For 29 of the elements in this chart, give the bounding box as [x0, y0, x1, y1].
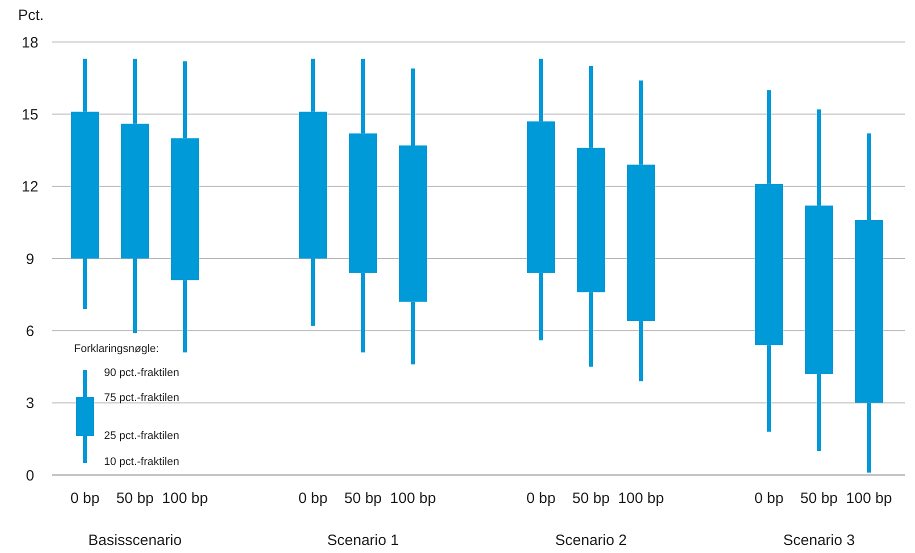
- text: Scenario 1: [327, 532, 399, 549]
- x-tick-label: 50 bp: [116, 490, 154, 507]
- text: Scenario 2: [555, 532, 627, 549]
- text: Scenario 3: [783, 532, 855, 549]
- x-tick-label: 100 bp: [162, 490, 208, 507]
- y-tick-label: 9: [26, 250, 34, 268]
- y-tick-label: 18: [22, 34, 38, 52]
- x-tick-label: 0 bp: [298, 490, 328, 507]
- x-tick-label: 100 bp: [390, 490, 436, 507]
- x-tick-label: 50 bp: [800, 490, 838, 507]
- x-tick-label: 50 bp: [572, 490, 610, 507]
- y-tick-label: 3: [26, 395, 34, 412]
- x-tick-label: 50 bp: [344, 490, 382, 507]
- annotation: Forklaringsnøgle:: [74, 343, 159, 355]
- y-tick-label: 12: [22, 178, 38, 196]
- y-axis-title: Pct.: [18, 7, 44, 24]
- annotation: 75 pct.-fraktilen: [104, 392, 180, 404]
- annotation: 90 pct.-fraktilen: [104, 366, 180, 379]
- text: Basisscenario: [88, 532, 182, 549]
- annotation: 25 pct.-fraktilen: [104, 430, 180, 442]
- y-tick-label: 6: [26, 322, 34, 340]
- annotation: 10 pct.-fraktilen: [104, 456, 180, 468]
- y-tick-label: 0: [26, 467, 34, 484]
- x-tick-label: 0 bp: [526, 490, 556, 507]
- x-tick-label: 0 bp: [754, 490, 784, 507]
- y-tick-label: 15: [22, 106, 38, 124]
- x-tick-label: 0 bp: [70, 490, 100, 507]
- x-tick-label: 100 bp: [618, 490, 664, 507]
- x-tick-label: 100 bp: [846, 490, 892, 507]
